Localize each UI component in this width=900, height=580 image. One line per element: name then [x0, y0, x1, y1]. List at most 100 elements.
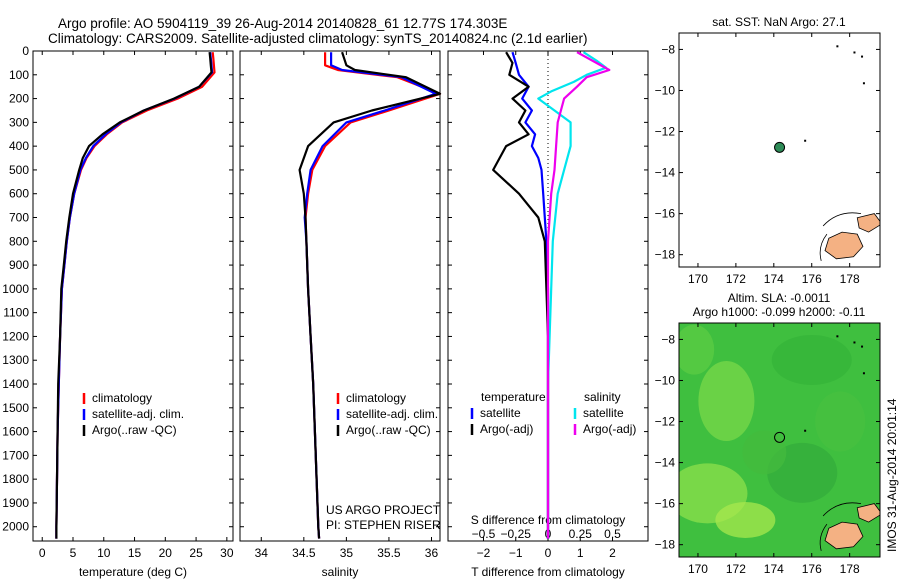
- sla-anomaly-patch: [815, 391, 866, 452]
- sst_map-ytick-label: −18: [655, 248, 676, 262]
- depth-tick-label: 1400: [2, 377, 29, 391]
- legend-label: climatology: [92, 391, 152, 405]
- depth-tick-label: 1700: [2, 448, 29, 462]
- depth-tick-label: 1600: [2, 425, 29, 439]
- depth-tick-label: 1200: [2, 329, 29, 343]
- small-island: [804, 139, 807, 142]
- depth-tick-label: 1900: [2, 496, 29, 510]
- sla_map-xtick-label: 170: [688, 562, 708, 576]
- sst_map-ytick-label: −12: [655, 125, 676, 139]
- sdiff-tick-label: 0.25: [569, 527, 593, 541]
- sla_map-xtick-label: 172: [726, 562, 746, 576]
- header-line2: Climatology: CARS2009. Satellite-adjuste…: [48, 31, 588, 46]
- pi-label: PI: STEPHEN RISER: [326, 518, 441, 532]
- legend-label: satellite-adj. clim.: [346, 407, 438, 421]
- sla_map-panel: 170 172 174 176 178 −8 −10 −12 −14 −16 −18 Altim. S…: [655, 291, 881, 576]
- depth-tick-label: 600: [9, 187, 29, 201]
- sst_map-frame: [678, 32, 881, 268]
- small-island: [836, 335, 839, 338]
- reef-outline-west: [819, 523, 828, 551]
- credit-text: IMOS 31-Aug-2014 20:01:14: [885, 398, 899, 552]
- reef-outline-west: [819, 233, 828, 261]
- temperature-panel: 0 5 10 15 20 25 300100200300400500600700800900…: [2, 44, 234, 579]
- difference-panel: −2 −1 0 1 2 T difference from climatology −0.5…: [447, 50, 649, 579]
- sst_map-plot-area: [804, 45, 880, 261]
- land-second-island: [856, 503, 880, 523]
- difference-xlabel: T difference from climatology: [471, 565, 625, 579]
- salinity-xtick-label: 35.5: [377, 546, 401, 560]
- temperature-xtick-label: 30: [220, 546, 234, 560]
- depth-tick-label: 300: [9, 115, 29, 129]
- land-second-island: [856, 213, 880, 233]
- sla-anomaly-patch: [771, 334, 852, 385]
- depth-tick-label: 400: [9, 139, 29, 153]
- reef-outline: [822, 212, 862, 227]
- sla_map-ytick-label: −10: [655, 373, 676, 387]
- legend-label: satellite: [480, 406, 521, 420]
- small-island: [836, 45, 839, 48]
- difference-xtick-label: −1: [509, 546, 523, 560]
- salinity-series-line: [298, 51, 442, 539]
- sst_map-xtick-label: 178: [840, 272, 860, 286]
- legend-label: satellite: [583, 406, 624, 420]
- small-island: [861, 345, 864, 348]
- sla_map-ytick-label: −16: [655, 497, 676, 511]
- small-island: [862, 82, 865, 85]
- argo-float-marker: [774, 141, 786, 153]
- sst_map-ytick-label: −10: [655, 83, 676, 97]
- small-island: [853, 51, 856, 54]
- legend-heading-temperature: temperature: [481, 390, 546, 404]
- sla_map-ytick-label: −8: [661, 332, 675, 346]
- temperature-xtick-label: 25: [189, 546, 203, 560]
- salinity-xtick-label: 36: [425, 546, 439, 560]
- sla-title-line1: Altim. SLA: -0.0011: [728, 291, 831, 305]
- temperature-axes-frame: [32, 50, 234, 542]
- sst_map-xtick-label: 172: [726, 272, 746, 286]
- legend-label: Argo(-adj): [583, 422, 636, 436]
- depth-tick-label: 800: [9, 234, 29, 248]
- small-island: [861, 55, 864, 58]
- header-line1: Argo profile: AO 5904119_39 26-Aug-2014 …: [58, 16, 507, 31]
- depth-tick-label: 1100: [3, 306, 29, 320]
- sla_map-xtick-label: 174: [764, 562, 784, 576]
- sst_map-ytick-label: −16: [655, 207, 676, 221]
- depth-tick-label: 100: [9, 68, 29, 82]
- difference-series-line: [537, 51, 608, 539]
- salinity-xtick-label: 35: [340, 546, 354, 560]
- sla_map-frame: [678, 322, 881, 558]
- small-island: [862, 372, 865, 375]
- sla-anomaly-patch: [679, 324, 715, 375]
- depth-tick-label: 700: [9, 211, 29, 225]
- depth-tick-label: 1500: [2, 401, 29, 415]
- sla_map-xtick-label: 176: [802, 562, 822, 576]
- sst_map-ytick-label: −8: [661, 42, 675, 56]
- salinity-xtick-label: 34: [255, 546, 269, 560]
- sla-anomaly-patch: [742, 430, 787, 475]
- small-island: [804, 429, 807, 432]
- temperature-xtick-label: 20: [159, 546, 173, 560]
- legend-label: Argo(..raw -QC): [92, 423, 177, 437]
- temperature-xlabel: temperature (deg C): [79, 565, 187, 579]
- argo-float-marker-sla: [774, 431, 786, 443]
- depth-tick-label: 0: [22, 44, 29, 58]
- temperature-xtick-label: 10: [97, 546, 111, 560]
- depth-tick-label: 900: [9, 258, 29, 272]
- sla_map-ytick-label: −12: [655, 415, 676, 429]
- salinity-panel: 34 34.5 35 35.5 36 salinity climatology satelli…: [239, 50, 442, 579]
- sst_map-xtick-label: 170: [688, 272, 708, 286]
- legend-label: Argo(-adj): [480, 422, 533, 436]
- sdiff-tick-label: −0.25: [501, 527, 532, 541]
- difference-series-line: [546, 51, 611, 539]
- difference-xtick-label: 2: [609, 546, 616, 560]
- depth-tick-label: 200: [9, 92, 29, 106]
- temperature-xtick-label: 0: [39, 546, 46, 560]
- sdiff-tick-label: 0.5: [604, 527, 621, 541]
- land-main-island: [824, 231, 864, 260]
- sst_map-xtick-label: 176: [802, 272, 822, 286]
- depth-tick-label: 1000: [2, 282, 29, 296]
- difference-xtick-label: −2: [477, 546, 491, 560]
- difference-xtick-label: 0: [545, 546, 552, 560]
- land-main-island: [824, 521, 864, 550]
- sst_map-ytick-label: −14: [655, 166, 676, 180]
